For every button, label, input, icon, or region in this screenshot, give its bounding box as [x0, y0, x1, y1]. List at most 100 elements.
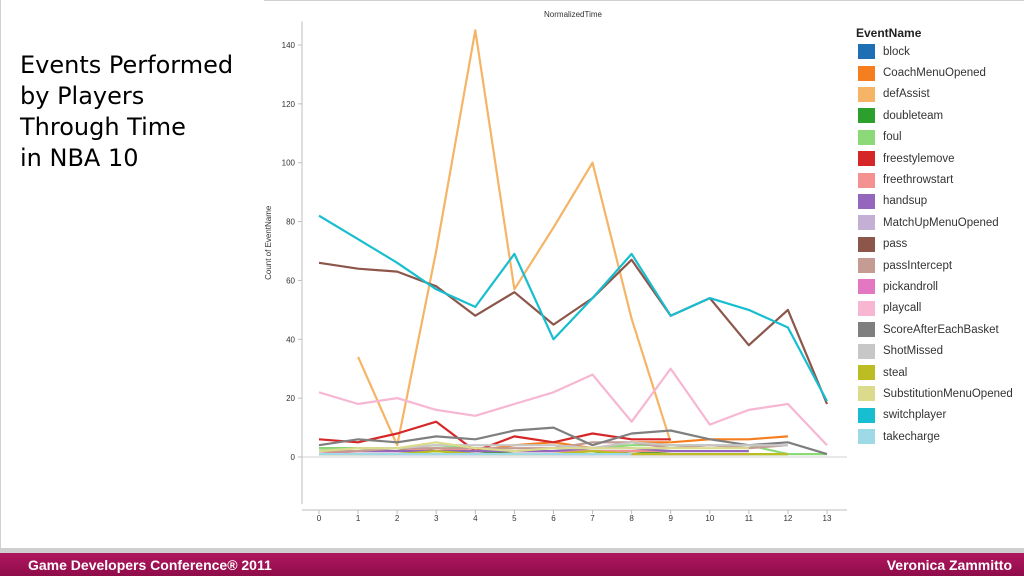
y-tick-label: 100	[282, 159, 296, 168]
legend-swatch	[858, 215, 875, 231]
legend-item-handsup: handsup	[856, 191, 1024, 212]
legend-swatch	[858, 322, 875, 338]
x-tick-label: 0	[317, 514, 322, 523]
legend-label: passIntercept	[883, 259, 953, 272]
series-line-switchplayer	[318, 214, 828, 402]
series-lines	[318, 29, 829, 456]
legend-label: SubstitutionMenuOpened	[883, 387, 1013, 400]
legend-item-pass: pass	[856, 234, 1024, 255]
x-tick-label: 8	[629, 514, 634, 523]
y-axis-label: Count of EventName	[264, 205, 273, 280]
legend-label: takecharge	[883, 430, 940, 443]
legend-label: MatchUpMenuOpened	[883, 216, 999, 229]
y-tick-label: 80	[286, 218, 295, 227]
x-tick-label: 13	[823, 514, 832, 523]
legend-label: playcall	[883, 302, 922, 315]
legend-items: block CoachMenuOpened defAssist doubleteam f…	[856, 41, 1024, 447]
legend-item-defassist: defAssist	[856, 84, 1024, 105]
chart-title: NormalizedTime	[544, 10, 602, 19]
y-tick-label: 40	[286, 335, 295, 344]
legend-label: foul	[883, 131, 902, 144]
legend-label: freethrowstart	[883, 174, 954, 187]
legend-label: switchplayer	[883, 409, 947, 422]
legend-swatch	[858, 386, 875, 402]
author-name: Veronica Zammitto	[886, 557, 1012, 573]
x-tick-label: 5	[512, 514, 517, 523]
legend-label: defAssist	[883, 88, 930, 101]
x-tick-label: 11	[745, 514, 754, 523]
legend-swatch	[858, 108, 875, 124]
conference-name: Game Developers Conference® 2011	[28, 557, 272, 573]
x-tick-label: 10	[705, 514, 714, 523]
legend-item-block: block	[856, 41, 1024, 62]
legend-item-pickandroll: pickandroll	[856, 276, 1024, 297]
line-chart: NormalizedTime Count of EventName 020406…	[264, 10, 847, 523]
legend-item-matchupmenuopened: MatchUpMenuOpened	[856, 212, 1024, 233]
legend-swatch	[858, 343, 875, 359]
legend-item-shotmissed: ShotMissed	[856, 340, 1024, 361]
legend-item-scoreaftereachbasket: ScoreAfterEachBasket	[856, 319, 1024, 340]
legend-item-switchplayer: switchplayer	[856, 405, 1024, 426]
legend-label: ScoreAfterEachBasket	[883, 323, 999, 336]
legend-swatch	[858, 129, 875, 145]
series-line-pass	[318, 258, 829, 405]
legend-swatch	[858, 65, 875, 81]
legend-swatch	[858, 151, 875, 167]
x-tick-label: 7	[590, 514, 595, 523]
series-line-freestylemove	[318, 420, 671, 453]
legend-swatch	[858, 279, 875, 295]
legend-item-steal: steal	[856, 362, 1024, 383]
y-tick-label: 120	[282, 100, 296, 109]
legend-label: CoachMenuOpened	[883, 67, 986, 80]
legend-item-doubleteam: doubleteam	[856, 105, 1024, 126]
top-border-line	[264, 0, 1024, 1]
x-tick-label: 3	[434, 514, 439, 523]
legend-label: handsup	[883, 195, 928, 208]
legend-title: EventName	[856, 26, 922, 40]
legend-swatch	[858, 429, 875, 445]
legend-item-passintercept: passIntercept	[856, 255, 1024, 276]
x-tick-label: 12	[783, 514, 792, 523]
legend-swatch	[858, 193, 875, 209]
legend-item-freestylemove: freestylemove	[856, 148, 1024, 169]
x-tick-label: 6	[551, 514, 556, 523]
series-line-passintercept	[319, 441, 788, 453]
legend-swatch	[858, 365, 875, 381]
legend-swatch	[858, 407, 875, 423]
x-tick-label: 4	[473, 514, 478, 523]
legend-label: pass	[883, 238, 908, 251]
legend-label: block	[883, 45, 910, 58]
legend-item-coachmenuopened: CoachMenuOpened	[856, 62, 1024, 83]
legend-swatch	[858, 172, 875, 188]
legend-item-foul: foul	[856, 127, 1024, 148]
legend-label: steal	[883, 366, 908, 379]
legend-label: pickandroll	[883, 280, 938, 293]
slide-title: Events Performed by Players Through Time…	[20, 51, 234, 172]
legend: EventName block CoachMenuOpened defAssist d…	[856, 25, 1024, 447]
legend-label: doubleteam	[883, 109, 944, 122]
y-tick-label: 60	[286, 276, 295, 285]
legend-item-freethrowstart: freethrowstart	[856, 169, 1024, 190]
y-tick-label: 20	[286, 394, 295, 403]
legend-swatch	[858, 44, 875, 60]
series-line-substitutionmenuopened	[318, 441, 749, 453]
y-tick-label: 0	[291, 453, 296, 462]
series-line-handsup	[319, 447, 749, 453]
left-border-line	[0, 0, 1, 548]
legend-swatch	[858, 300, 875, 316]
legend-swatch	[858, 236, 875, 252]
legend-label: freestylemove	[883, 152, 955, 165]
footer-bar: Game Developers Conference® 2011 Veronic…	[0, 548, 1024, 576]
x-tick-label: 9	[668, 514, 673, 523]
legend-label: ShotMissed	[883, 345, 944, 358]
legend-item-takecharge: takecharge	[856, 426, 1024, 447]
series-line-playcall	[318, 367, 828, 446]
series-line-defassist	[357, 29, 672, 447]
y-tick-label: 140	[282, 41, 296, 50]
legend-swatch	[858, 258, 875, 274]
legend-swatch	[858, 86, 875, 102]
legend-item-substitutionmenuopened: SubstitutionMenuOpened	[856, 383, 1024, 404]
legend-item-playcall: playcall	[856, 298, 1024, 319]
